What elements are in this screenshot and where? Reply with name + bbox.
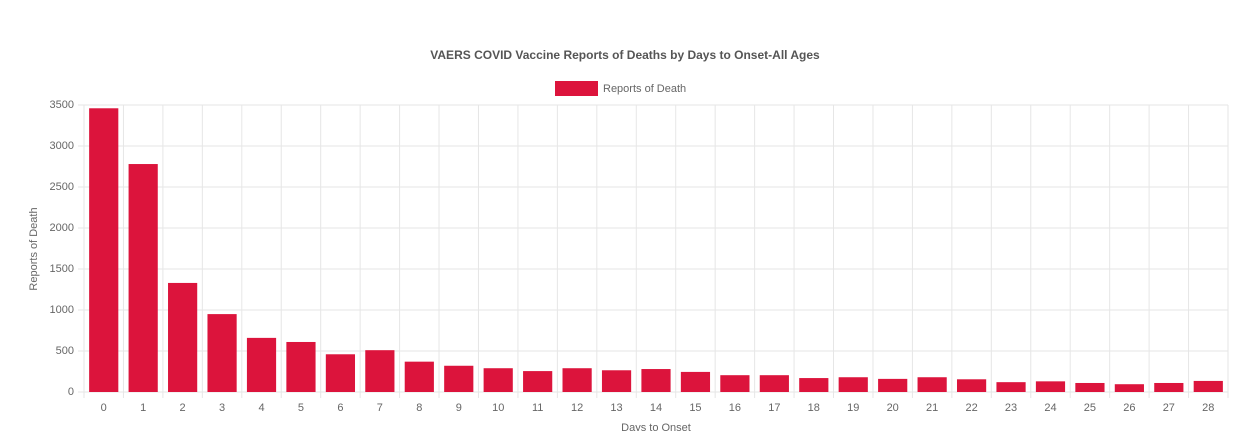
x-axis-label: Days to Onset (621, 422, 691, 431)
x-tick-label: 5 (298, 402, 304, 414)
legend-swatch (555, 81, 598, 96)
legend-label: Reports of Death (603, 83, 686, 95)
bar (325, 354, 356, 392)
x-tick-label: 6 (337, 402, 343, 414)
bar (444, 365, 474, 392)
bar (246, 337, 277, 392)
bar (680, 371, 711, 392)
x-tick-label: 2 (180, 402, 186, 414)
x-tick-label: 3 (219, 402, 225, 414)
y-tick-label: 2500 (50, 181, 74, 193)
x-tick-label: 11 (532, 402, 543, 414)
x-tick-label: 17 (768, 402, 780, 414)
x-tick-label: 12 (571, 402, 583, 414)
bar (996, 382, 1026, 392)
bar (128, 164, 158, 392)
x-tick-label: 22 (965, 402, 977, 414)
bar (404, 361, 434, 392)
y-tick-label: 2000 (50, 222, 74, 234)
bar (641, 369, 671, 392)
y-tick-label: 3500 (50, 99, 74, 111)
x-tick-label: 8 (416, 402, 422, 414)
x-tick-label: 23 (1005, 402, 1017, 414)
bar (207, 314, 237, 392)
x-tick-label: 24 (1044, 402, 1056, 414)
x-tick-label: 18 (808, 402, 820, 414)
bar (1035, 381, 1066, 392)
y-tick-label: 3000 (50, 140, 74, 152)
x-tick-label: 0 (101, 402, 107, 414)
x-tick-label: 28 (1202, 402, 1214, 414)
y-tick-label: 1000 (50, 304, 74, 316)
x-tick-label: 19 (847, 402, 859, 414)
bar (838, 377, 868, 392)
x-tick-label: 26 (1123, 402, 1135, 414)
bar (720, 375, 750, 392)
bar (286, 341, 316, 392)
bar (956, 379, 987, 392)
bar (1154, 382, 1184, 392)
y-tick-label: 1500 (50, 263, 74, 275)
y-tick-label: 500 (56, 345, 74, 357)
x-tick-label: 13 (610, 402, 622, 414)
x-tick-label: 10 (492, 402, 504, 414)
bar (483, 368, 513, 392)
x-tick-label: 1 (140, 402, 146, 414)
x-tick-label: 27 (1163, 402, 1175, 414)
x-tick-label: 20 (887, 402, 899, 414)
chart-title: VAERS COVID Vaccine Reports of Deaths by… (430, 48, 820, 62)
x-tick-label: 16 (729, 402, 741, 414)
x-tick-label: 7 (377, 402, 383, 414)
bar (601, 370, 632, 392)
x-tick-label: 21 (926, 402, 938, 414)
bar (89, 108, 119, 392)
bar (365, 350, 395, 392)
bar (759, 375, 789, 392)
x-tick-label: 14 (650, 402, 662, 414)
bar (878, 378, 908, 392)
y-axis-label: Reports of Death (28, 207, 40, 290)
x-tick-label: 25 (1084, 402, 1096, 414)
bar (799, 378, 829, 392)
bar (1075, 382, 1105, 392)
x-tick-label: 9 (456, 402, 462, 414)
bar (917, 377, 947, 392)
bar (523, 371, 553, 392)
bar (1193, 380, 1223, 392)
y-tick-label: 0 (68, 386, 74, 398)
x-tick-label: 4 (258, 402, 264, 414)
bar (168, 282, 198, 392)
x-tick-label: 15 (689, 402, 701, 414)
bar (1114, 384, 1144, 392)
bar (562, 368, 592, 392)
